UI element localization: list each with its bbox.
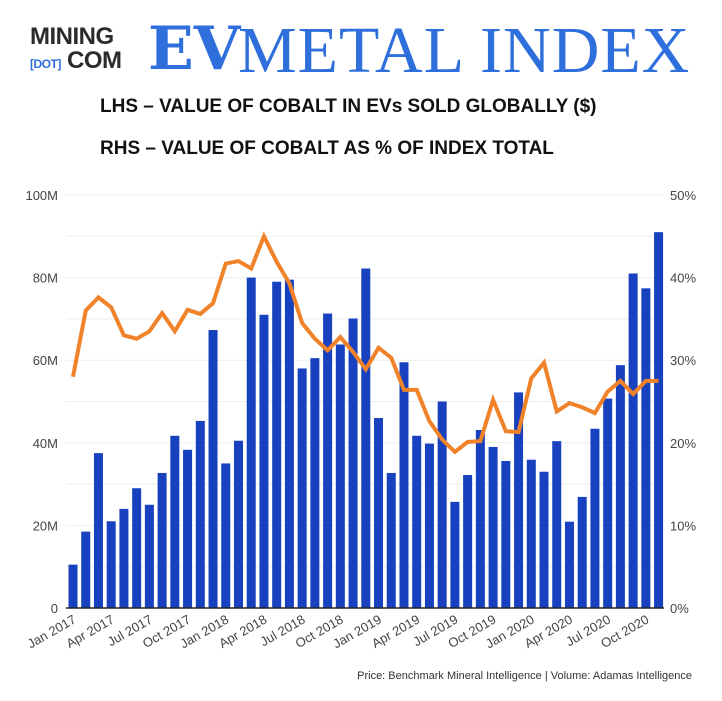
bar	[475, 429, 485, 608]
y-left-tick-label: 60M	[33, 353, 58, 368]
bar	[170, 435, 180, 608]
bar	[348, 318, 358, 608]
y-right-tick-label: 30%	[670, 353, 696, 368]
bar	[233, 440, 243, 608]
bar	[654, 232, 664, 609]
bar	[284, 279, 294, 608]
y-left-tick-label: 40M	[33, 436, 58, 451]
bar	[552, 441, 562, 608]
bar	[195, 420, 205, 608]
bar	[577, 496, 587, 608]
bar	[246, 277, 256, 608]
mining-dot-com-logo: MINING [DOT] COM	[30, 25, 122, 76]
bar	[564, 521, 574, 608]
bar	[450, 501, 460, 608]
bar	[514, 392, 524, 608]
y-left-tick-label: 100M	[25, 188, 58, 203]
bar	[628, 273, 638, 608]
bar	[132, 488, 142, 608]
bar	[297, 368, 307, 608]
bar	[323, 313, 333, 608]
bar	[93, 453, 103, 608]
bar	[399, 362, 409, 608]
bar	[81, 531, 91, 608]
bar	[641, 288, 651, 608]
cobalt-share-line	[71, 231, 659, 455]
bar	[526, 459, 536, 608]
source-note: Price: Benchmark Mineral Intelligence | …	[357, 670, 692, 682]
bar	[463, 475, 473, 608]
subtitle-rhs: RHS – VALUE OF COBALT AS % OF INDEX TOTA…	[100, 138, 554, 159]
bar	[539, 471, 549, 608]
bar	[157, 472, 167, 608]
bar	[335, 344, 345, 608]
bar	[437, 401, 447, 608]
bar	[310, 358, 320, 608]
bar	[119, 508, 129, 608]
subtitle-lhs: LHS – VALUE OF COBALT IN EVs SOLD GLOBAL…	[100, 96, 597, 117]
bar	[412, 435, 422, 608]
y-right-tick-label: 50%	[670, 188, 696, 203]
bar	[424, 443, 434, 608]
bar	[183, 449, 193, 608]
bar	[374, 418, 384, 608]
logo-bottom: COM	[67, 47, 122, 74]
y-right-tick-label: 10%	[670, 518, 696, 533]
logo-top: MINING	[30, 23, 114, 50]
logo-ev: EV	[148, 14, 241, 84]
bar	[488, 446, 498, 608]
bar	[590, 428, 600, 608]
bar	[259, 314, 269, 608]
bar	[144, 504, 154, 608]
logo-metal-index: METAL INDEX	[238, 14, 691, 87]
y-right-tick-label: 40%	[670, 271, 696, 286]
bar	[361, 268, 371, 608]
y-right-tick-label: 20%	[670, 436, 696, 451]
y-left-tick-label: 0	[51, 601, 58, 616]
bar	[272, 281, 282, 608]
y-left-tick-label: 80M	[33, 271, 58, 286]
bar	[501, 460, 511, 608]
y-right-tick-label: 0%	[670, 601, 689, 616]
bar	[386, 472, 396, 608]
bar	[68, 564, 78, 608]
bar	[106, 521, 116, 608]
logo-dot: [DOT]	[30, 57, 61, 71]
y-left-tick-label: 20M	[33, 518, 58, 533]
bar	[603, 398, 613, 608]
bar	[221, 463, 231, 608]
bar	[615, 365, 625, 608]
bar	[208, 330, 218, 608]
